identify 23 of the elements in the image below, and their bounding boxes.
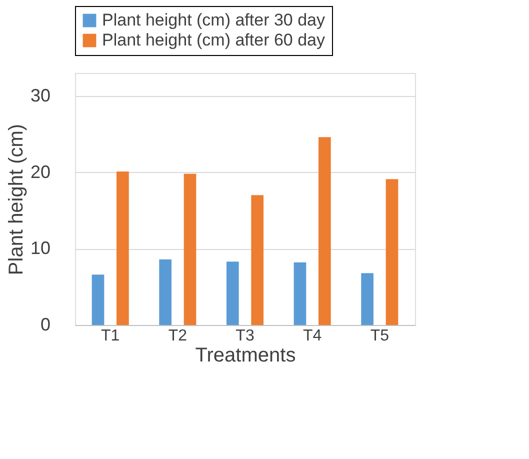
- bar: [184, 174, 196, 325]
- x-tick-label: T5: [370, 328, 390, 344]
- bar: [226, 262, 239, 325]
- x-tick-label: T4: [302, 328, 322, 344]
- y-tick-label: 0: [40, 314, 50, 334]
- legend-label: Plant height (cm) after 60 day: [102, 30, 326, 50]
- bar: [251, 195, 264, 325]
- x-axis-title: Treatments: [195, 344, 296, 366]
- bar: [116, 172, 129, 325]
- bar: [386, 179, 398, 325]
- x-tick-label: T1: [101, 328, 120, 344]
- bar: [294, 262, 306, 325]
- x-tick-label: T3: [236, 328, 254, 344]
- y-tick-label: 20: [30, 162, 50, 182]
- y-tick-label: 10: [30, 238, 50, 258]
- bar: [361, 273, 374, 325]
- bar: [159, 259, 172, 325]
- legend-label: Plant height (cm) after 30 day: [102, 10, 326, 30]
- x-tick-label: T2: [168, 328, 188, 344]
- bar: [318, 137, 331, 325]
- bar: [92, 274, 104, 325]
- y-tick-label: 30: [30, 85, 50, 106]
- y-axis-title: Plant height (cm): [5, 124, 28, 276]
